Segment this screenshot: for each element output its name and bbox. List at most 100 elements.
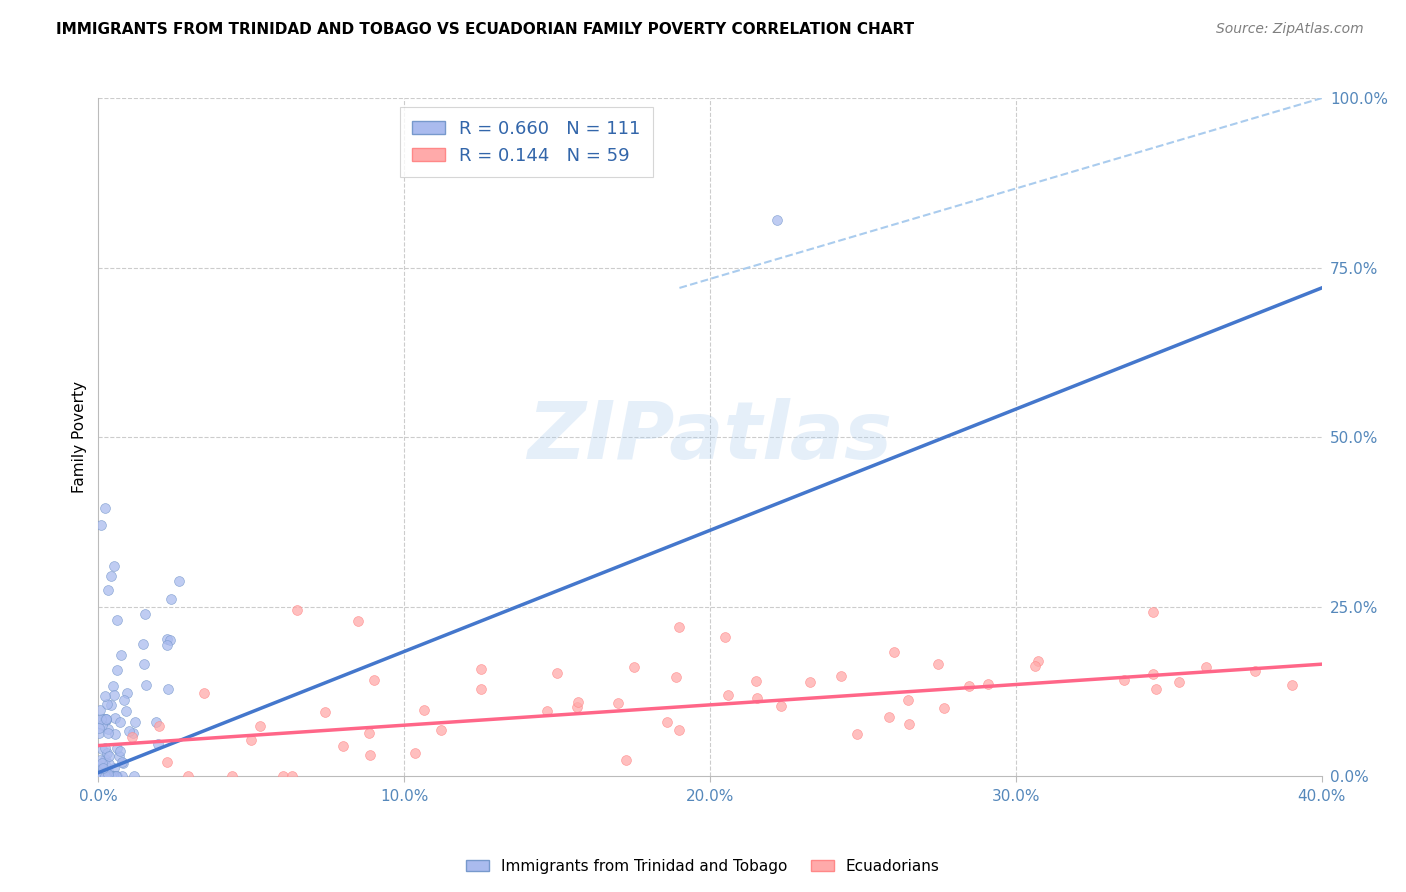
Point (623, 660, 645, 674)
Point (89, 769, 111, 783)
Point (124, 769, 146, 783)
Point (93, 769, 115, 783)
Point (93, 769, 115, 783)
Point (714, 630, 737, 644)
Point (135, 678, 157, 692)
Point (89, 769, 111, 783)
Point (177, 769, 200, 783)
Point (91, 713, 114, 727)
Point (115, 704, 138, 718)
Point (91, 718, 114, 732)
Point (90, 712, 112, 726)
Point (877, 710, 900, 724)
Point (112, 693, 135, 707)
Point (91, 769, 114, 783)
Point (745, 691, 768, 706)
Point (94, 769, 117, 783)
Point (1194, 659, 1216, 673)
Point (110, 648, 132, 662)
Point (97, 766, 120, 780)
Point (94, 714, 117, 728)
Point (93, 769, 115, 783)
Point (134, 607, 156, 622)
Point (89, 769, 111, 783)
Legend: R = 0.660   N = 111, R = 0.144   N = 59: R = 0.660 N = 111, R = 0.144 N = 59 (399, 107, 654, 178)
Point (108, 715, 131, 730)
Point (97, 582, 120, 597)
Point (91, 769, 114, 783)
Point (413, 703, 436, 717)
Point (89, 769, 111, 783)
Point (285, 603, 308, 617)
Point (100, 769, 122, 783)
Point (716, 688, 738, 702)
Point (93, 769, 115, 783)
Point (112, 756, 135, 770)
Point (124, 715, 146, 730)
Point (90, 760, 112, 774)
Point (934, 701, 956, 715)
Point (96, 769, 118, 783)
Point (96, 769, 118, 783)
Point (845, 727, 868, 741)
Text: ZIPatlas: ZIPatlas (527, 398, 893, 476)
Point (94, 764, 117, 778)
Point (156, 638, 179, 652)
Point (104, 726, 127, 740)
Point (91, 769, 114, 783)
Point (1024, 659, 1046, 673)
Point (87, 769, 110, 783)
Point (90, 769, 112, 783)
Text: Source: ZipAtlas.com: Source: ZipAtlas.com (1216, 22, 1364, 37)
Point (745, 673, 768, 688)
Point (87, 721, 110, 735)
Point (94, 712, 117, 726)
Point (103, 558, 125, 573)
Point (668, 620, 690, 634)
Point (96, 746, 118, 760)
Legend: Immigrants from Trinidad and Tobago, Ecuadorians: Immigrants from Trinidad and Tobago, Ecu… (460, 853, 946, 880)
Point (193, 686, 215, 700)
Y-axis label: Family Poverty: Family Poverty (72, 381, 87, 493)
Point (668, 723, 690, 738)
Point (977, 677, 1000, 691)
Point (156, 755, 179, 769)
Point (100, 698, 122, 713)
Point (105, 613, 128, 627)
Point (536, 705, 558, 719)
Point (314, 705, 336, 719)
Point (156, 632, 179, 647)
Point (770, 698, 793, 713)
Point (1281, 678, 1303, 692)
Point (665, 670, 688, 684)
Point (363, 673, 385, 687)
Point (87, 769, 110, 783)
Point (103, 761, 125, 775)
Point (94, 712, 117, 726)
Point (655, 715, 678, 730)
Point (799, 674, 821, 689)
Point (132, 657, 155, 671)
Point (167, 574, 190, 588)
Point (89, 769, 111, 783)
Point (359, 726, 381, 740)
Point (159, 632, 181, 647)
Point (105, 663, 128, 677)
Point (616, 753, 638, 767)
Point (96, 697, 118, 711)
Point (157, 682, 180, 697)
Point (91, 769, 114, 783)
Point (94, 769, 117, 783)
Point (108, 749, 131, 764)
Point (91, 756, 114, 770)
Point (91, 769, 114, 783)
Point (567, 695, 589, 709)
Point (93, 501, 115, 516)
Point (89, 703, 111, 717)
Point (1144, 681, 1167, 696)
Point (115, 686, 138, 700)
Point (766, 213, 789, 227)
Point (91, 763, 114, 777)
Point (97, 769, 120, 783)
Point (1142, 667, 1164, 681)
